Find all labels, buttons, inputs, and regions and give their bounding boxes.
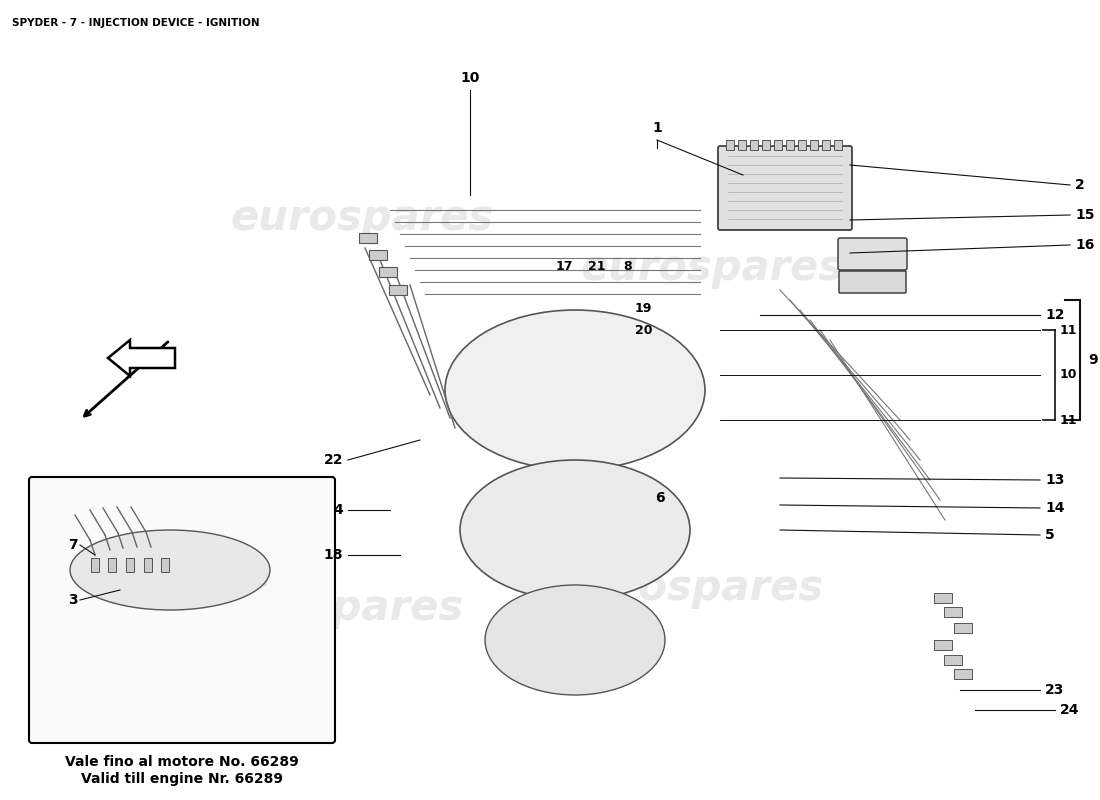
Bar bbox=[762, 140, 770, 150]
Bar bbox=[750, 140, 758, 150]
Bar bbox=[822, 140, 830, 150]
Text: 9: 9 bbox=[1088, 353, 1098, 367]
Text: 7: 7 bbox=[68, 538, 78, 552]
Bar bbox=[389, 285, 407, 295]
FancyBboxPatch shape bbox=[718, 146, 852, 230]
Bar bbox=[738, 140, 746, 150]
Text: 20: 20 bbox=[635, 323, 652, 337]
FancyBboxPatch shape bbox=[838, 238, 908, 270]
Text: eurospares: eurospares bbox=[560, 567, 823, 609]
Text: 2: 2 bbox=[1075, 178, 1085, 192]
Text: SPYDER - 7 - INJECTION DEVICE - IGNITION: SPYDER - 7 - INJECTION DEVICE - IGNITION bbox=[12, 18, 260, 28]
Text: 18: 18 bbox=[323, 548, 343, 562]
Text: eurospares: eurospares bbox=[200, 587, 463, 629]
Text: 11: 11 bbox=[1060, 414, 1078, 426]
Text: 1: 1 bbox=[652, 121, 662, 135]
Bar bbox=[944, 607, 962, 617]
Text: Vale fino al motore No. 66289: Vale fino al motore No. 66289 bbox=[65, 755, 299, 769]
Bar bbox=[934, 593, 952, 603]
Text: 22: 22 bbox=[323, 453, 343, 467]
Bar bbox=[944, 655, 962, 665]
Text: 16: 16 bbox=[1075, 238, 1094, 252]
Text: 17: 17 bbox=[556, 261, 573, 274]
Bar bbox=[379, 267, 397, 277]
Bar bbox=[91, 558, 99, 572]
Bar bbox=[786, 140, 794, 150]
Text: 6: 6 bbox=[656, 491, 664, 505]
Bar bbox=[798, 140, 806, 150]
Bar bbox=[726, 140, 734, 150]
Bar bbox=[954, 623, 972, 633]
Text: 8: 8 bbox=[624, 261, 632, 274]
Polygon shape bbox=[108, 340, 175, 376]
Ellipse shape bbox=[446, 310, 705, 470]
FancyBboxPatch shape bbox=[29, 477, 336, 743]
Text: 12: 12 bbox=[1045, 308, 1065, 322]
Bar bbox=[934, 640, 952, 650]
Text: eurospares: eurospares bbox=[580, 247, 843, 289]
Text: eurospares: eurospares bbox=[95, 566, 270, 594]
Ellipse shape bbox=[460, 460, 690, 600]
Bar bbox=[368, 250, 387, 260]
Text: 23: 23 bbox=[1045, 683, 1065, 697]
FancyBboxPatch shape bbox=[839, 271, 906, 293]
Bar bbox=[126, 558, 134, 572]
Ellipse shape bbox=[70, 530, 270, 610]
Text: 11: 11 bbox=[1060, 323, 1078, 337]
Text: 5: 5 bbox=[1045, 528, 1055, 542]
Text: 4: 4 bbox=[333, 503, 343, 517]
Ellipse shape bbox=[485, 585, 666, 695]
Text: 14: 14 bbox=[1045, 501, 1065, 515]
Text: 19: 19 bbox=[635, 302, 652, 314]
Text: 13: 13 bbox=[1045, 473, 1065, 487]
Bar bbox=[144, 558, 152, 572]
Text: 10: 10 bbox=[1060, 369, 1078, 382]
Bar bbox=[954, 669, 972, 679]
Text: 10: 10 bbox=[460, 71, 480, 85]
Bar bbox=[834, 140, 842, 150]
Text: 21: 21 bbox=[588, 261, 606, 274]
Bar bbox=[161, 558, 169, 572]
Text: 3: 3 bbox=[68, 593, 78, 607]
Bar bbox=[359, 233, 377, 243]
Text: 24: 24 bbox=[1060, 703, 1079, 717]
Text: 15: 15 bbox=[1075, 208, 1094, 222]
Text: Valid till engine Nr. 66289: Valid till engine Nr. 66289 bbox=[81, 772, 283, 786]
Text: eurospares: eurospares bbox=[230, 197, 493, 239]
Bar bbox=[108, 558, 115, 572]
Bar bbox=[774, 140, 782, 150]
Bar bbox=[810, 140, 818, 150]
